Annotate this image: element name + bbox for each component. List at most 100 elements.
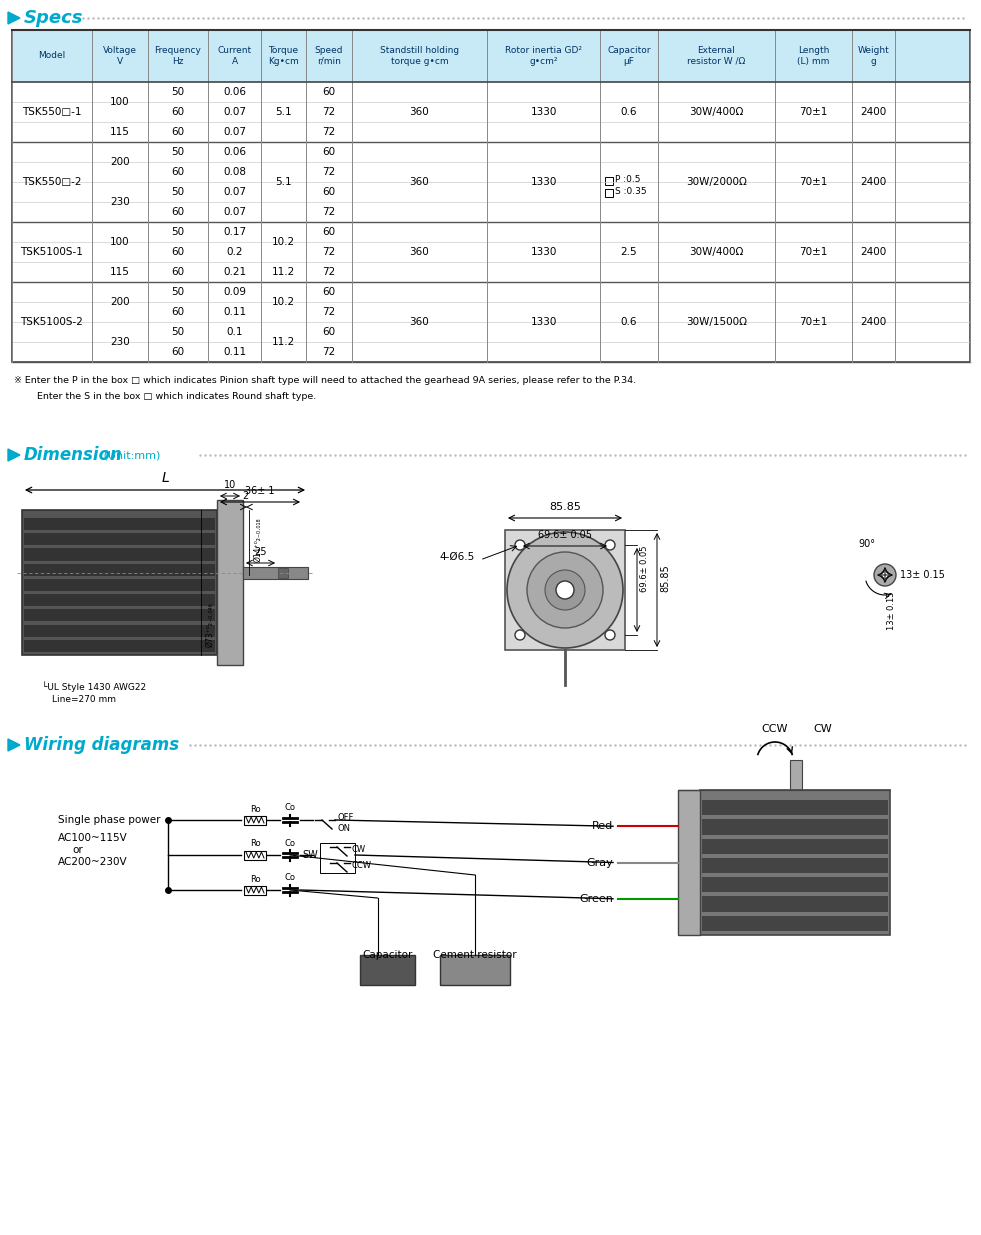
Circle shape xyxy=(605,630,615,640)
Text: L: L xyxy=(161,471,169,485)
Text: TSK550□-1: TSK550□-1 xyxy=(23,107,81,117)
Text: S :0.35: S :0.35 xyxy=(615,186,646,195)
Text: Torque
Kg•cm: Torque Kg•cm xyxy=(268,46,299,65)
Text: 36± 1: 36± 1 xyxy=(245,487,275,496)
Text: CCW: CCW xyxy=(352,862,372,871)
Text: 13± 0.15: 13± 0.15 xyxy=(900,571,945,580)
Bar xyxy=(605,189,613,198)
Circle shape xyxy=(515,630,525,640)
Text: Weight
g: Weight g xyxy=(857,46,890,65)
Bar xyxy=(24,625,215,637)
Text: 0.21: 0.21 xyxy=(223,267,246,277)
Text: AC200~230V: AC200~230V xyxy=(58,857,128,867)
Text: P :0.5: P :0.5 xyxy=(615,174,641,184)
Text: 60: 60 xyxy=(323,227,336,237)
Text: 30W/1500Ω: 30W/1500Ω xyxy=(686,317,747,327)
Bar xyxy=(12,30,970,362)
Text: 25: 25 xyxy=(254,547,267,557)
Text: 60: 60 xyxy=(172,267,184,277)
Text: 0.6: 0.6 xyxy=(621,107,638,117)
Text: 30W/400Ω: 30W/400Ω xyxy=(690,107,744,117)
Text: or: or xyxy=(72,845,82,855)
Text: 50: 50 xyxy=(172,287,184,296)
Text: Dimension: Dimension xyxy=(24,446,123,464)
Text: 72: 72 xyxy=(323,347,336,357)
Text: CCW: CCW xyxy=(762,724,789,734)
Text: Co: Co xyxy=(284,804,295,813)
Text: SW: SW xyxy=(302,850,318,860)
Text: └UL Style 1430 AWG22: └UL Style 1430 AWG22 xyxy=(42,682,146,692)
Text: CW: CW xyxy=(813,724,832,734)
Text: TSK5100S-1: TSK5100S-1 xyxy=(21,247,83,257)
Text: 50: 50 xyxy=(172,327,184,337)
Text: 1330: 1330 xyxy=(531,177,556,186)
Text: 13± 0.15: 13± 0.15 xyxy=(887,592,896,630)
Text: Standstill holding
torque g•cm: Standstill holding torque g•cm xyxy=(380,46,459,65)
Text: 360: 360 xyxy=(410,247,430,257)
Text: Rotor inertia GD²
g•cm²: Rotor inertia GD² g•cm² xyxy=(505,46,582,65)
Text: Co: Co xyxy=(284,873,295,883)
Text: 50: 50 xyxy=(172,186,184,198)
Text: 2400: 2400 xyxy=(860,177,887,186)
Text: Frequency
Hz: Frequency Hz xyxy=(155,46,201,65)
Text: TSK5100S-2: TSK5100S-2 xyxy=(21,317,83,327)
Text: 10.2: 10.2 xyxy=(272,237,295,247)
Text: Ø14⁺⁰₂₋₀.₀₁₈: Ø14⁺⁰₂₋₀.₀₁₈ xyxy=(253,517,262,562)
Text: (Unit:mm): (Unit:mm) xyxy=(100,450,160,459)
Bar xyxy=(505,530,625,650)
Text: Ro: Ro xyxy=(250,804,260,814)
Bar xyxy=(678,790,700,935)
Bar xyxy=(790,760,802,790)
Text: 60: 60 xyxy=(172,308,184,317)
Bar xyxy=(24,579,215,592)
Text: 85.85: 85.85 xyxy=(549,501,581,513)
Text: Cement resistor: Cement resistor xyxy=(434,950,517,960)
Circle shape xyxy=(507,532,623,648)
Circle shape xyxy=(605,540,615,550)
Text: Model: Model xyxy=(38,52,66,61)
Text: TSK550□-2: TSK550□-2 xyxy=(23,177,81,186)
Text: 60: 60 xyxy=(323,86,336,98)
Text: 0.09: 0.09 xyxy=(223,287,246,296)
Text: 0.1: 0.1 xyxy=(227,327,242,337)
Circle shape xyxy=(515,540,525,550)
Text: 11.2: 11.2 xyxy=(272,337,295,347)
Text: 30W/2000Ω: 30W/2000Ω xyxy=(686,177,747,186)
Text: 50: 50 xyxy=(172,147,184,157)
Bar xyxy=(244,885,266,894)
Bar xyxy=(702,839,888,853)
Text: 0.07: 0.07 xyxy=(223,207,246,217)
Bar xyxy=(702,877,888,893)
Text: 60: 60 xyxy=(323,186,336,198)
Text: ※ Enter the P in the box □ which indicates Pinion shaft type will need to attach: ※ Enter the P in the box □ which indicat… xyxy=(14,375,636,385)
Text: 0.11: 0.11 xyxy=(223,308,246,317)
Bar xyxy=(244,851,266,860)
Text: 360: 360 xyxy=(410,317,430,327)
Text: 60: 60 xyxy=(323,147,336,157)
Text: 72: 72 xyxy=(323,167,336,177)
Bar xyxy=(12,30,970,82)
Text: 10: 10 xyxy=(224,480,236,490)
Text: Line=270 mm: Line=270 mm xyxy=(52,695,116,704)
Text: 60: 60 xyxy=(323,327,336,337)
Text: 60: 60 xyxy=(172,127,184,137)
Text: 10.2: 10.2 xyxy=(272,296,295,308)
Text: 200: 200 xyxy=(110,157,129,167)
Text: External
resistor W /Ω: External resistor W /Ω xyxy=(688,46,746,65)
Text: 5.1: 5.1 xyxy=(276,107,291,117)
Bar xyxy=(24,548,215,561)
Text: AC100~115V: AC100~115V xyxy=(58,832,128,844)
Polygon shape xyxy=(8,739,20,751)
Text: 200: 200 xyxy=(110,296,129,308)
Polygon shape xyxy=(8,450,20,461)
Text: 0.07: 0.07 xyxy=(223,127,246,137)
Text: 100: 100 xyxy=(110,98,129,107)
Circle shape xyxy=(556,580,574,599)
Text: 230: 230 xyxy=(110,198,129,207)
Circle shape xyxy=(874,564,896,585)
Bar xyxy=(24,609,215,621)
Text: 0.07: 0.07 xyxy=(223,186,246,198)
Bar xyxy=(217,500,243,664)
Text: Capacitor
μF: Capacitor μF xyxy=(607,46,650,65)
Bar xyxy=(605,177,613,185)
